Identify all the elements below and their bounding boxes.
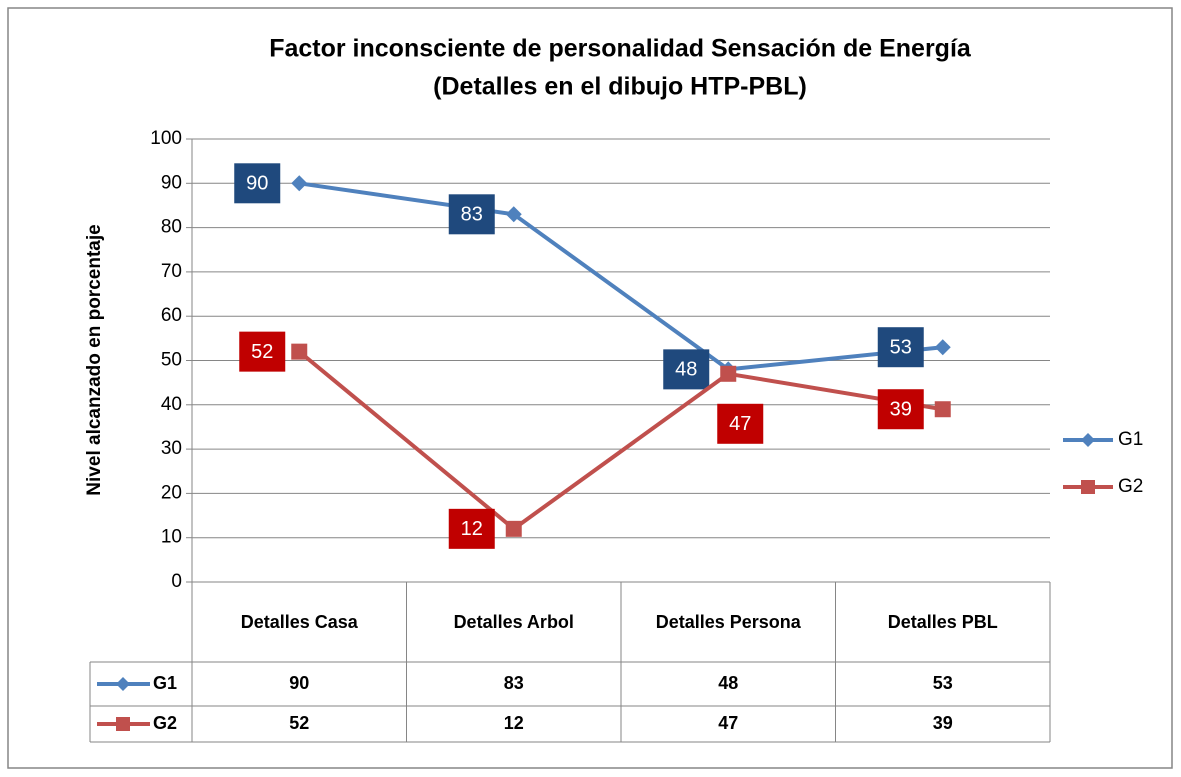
data-label-text: 47 xyxy=(729,413,751,435)
data-label: 83 xyxy=(448,194,495,235)
data-label-box xyxy=(448,194,495,235)
y-tick-label: 80 xyxy=(161,217,182,238)
y-tick-label: 40 xyxy=(161,394,182,415)
data-label-box xyxy=(448,508,495,549)
x-tick-label: Detalles PBL xyxy=(887,612,998,632)
marker xyxy=(1081,480,1095,494)
y-tick-label: 0 xyxy=(171,571,182,592)
data-label-box xyxy=(239,331,286,372)
y-tick-label: 10 xyxy=(161,527,182,548)
marker xyxy=(934,339,951,356)
marker xyxy=(1081,433,1095,447)
data-label-text: 53 xyxy=(890,336,912,358)
marker xyxy=(505,520,522,537)
table-value: 39 xyxy=(933,713,953,733)
table-value: 12 xyxy=(504,713,524,733)
category-cell: Detalles Arbol xyxy=(453,612,574,632)
data-label-box xyxy=(234,163,281,204)
series-line xyxy=(298,181,943,372)
data-label-text: 90 xyxy=(246,173,268,195)
category-cell: Detalles Casa xyxy=(240,612,358,632)
x-tick-label: Detalles Persona xyxy=(655,612,801,632)
y-axis-label: Nivel alcanzado en porcentaje xyxy=(84,224,105,495)
marker xyxy=(116,717,130,731)
y-tick-label: 50 xyxy=(161,350,182,371)
marker xyxy=(116,677,130,691)
marker xyxy=(720,365,737,382)
table-key-label: G2 xyxy=(153,713,177,733)
data-label-text: 48 xyxy=(675,359,697,381)
category-cell: Detalles PBL xyxy=(887,612,998,632)
data-label: 12 xyxy=(448,508,495,549)
y-tick-label: 30 xyxy=(161,438,182,459)
data-label-box xyxy=(877,389,924,430)
series-line xyxy=(297,350,944,531)
data-label-box xyxy=(717,403,764,444)
y-tick-label: 60 xyxy=(161,305,182,326)
table-value: 90 xyxy=(289,673,309,693)
legend-label: G1 xyxy=(1118,429,1143,450)
marker xyxy=(291,343,308,360)
chart-border xyxy=(7,7,1173,769)
data-label-box xyxy=(877,327,924,368)
y-tick-label: 70 xyxy=(161,261,182,282)
data-label-text: 39 xyxy=(890,399,912,421)
data-label: 52 xyxy=(239,331,286,372)
y-tick-label: 20 xyxy=(161,482,182,503)
data-label-text: 83 xyxy=(461,204,483,226)
y-tick-label: 90 xyxy=(161,172,182,193)
table-value: 47 xyxy=(718,713,738,733)
data-label: 53 xyxy=(877,327,924,368)
marker xyxy=(291,175,308,192)
data-label-text: 12 xyxy=(461,518,483,540)
category-cell: Detalles Persona xyxy=(655,612,801,632)
x-tick-label: Detalles Arbol xyxy=(453,612,574,632)
data-label: 90 xyxy=(234,163,281,204)
data-label: 48 xyxy=(663,349,710,390)
y-tick-label: 100 xyxy=(150,128,182,149)
marker xyxy=(934,401,951,418)
data-label: 39 xyxy=(877,389,924,430)
x-tick-label: Detalles Casa xyxy=(240,612,358,632)
chart-title: (Detalles en el dibujo HTP-PBL) xyxy=(433,73,807,101)
legend-label: G2 xyxy=(1118,476,1143,497)
table-value: 52 xyxy=(289,713,309,733)
data-label-box xyxy=(663,349,710,390)
table-value: 53 xyxy=(933,673,953,693)
data-label: 47 xyxy=(717,403,764,444)
chart-title: Factor inconsciente de personalidad Sens… xyxy=(269,35,972,63)
table-value: 83 xyxy=(504,673,524,693)
table-value: 48 xyxy=(718,673,738,693)
marker xyxy=(505,206,522,223)
data-label-text: 52 xyxy=(251,341,273,363)
table-key-label: G1 xyxy=(153,673,177,693)
